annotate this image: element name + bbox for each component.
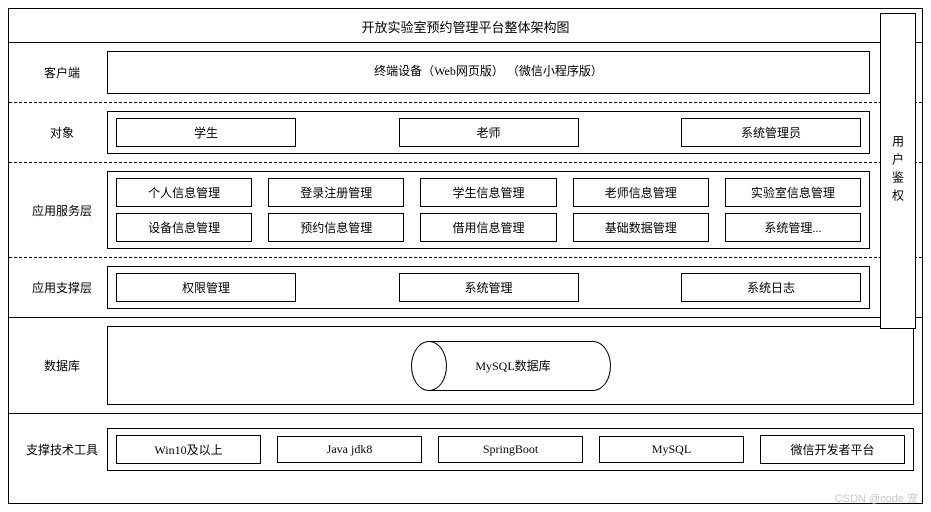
layer-label-service: 应用服务层 <box>17 171 107 249</box>
layer-label-database: 数据库 <box>17 357 107 374</box>
layer-label-client: 客户端 <box>17 51 107 94</box>
database-cylinder: MySQL数据库 <box>411 341 611 391</box>
object-item: 老师 <box>399 118 579 147</box>
support-item: 系统管理 <box>399 273 579 302</box>
service-item: 个人信息管理 <box>116 178 252 207</box>
client-box: 终端设备（Web网页版） （微信小程序版） <box>107 51 870 94</box>
cylinder-label: MySQL数据库 <box>429 341 611 391</box>
service-row1: 个人信息管理 登录注册管理 学生信息管理 老师信息管理 实验室信息管理 <box>116 178 861 207</box>
tech-row: Win10及以上 Java jdk8 SpringBoot MySQL 微信开发… <box>116 435 905 464</box>
support-item: 权限管理 <box>116 273 296 302</box>
tech-item: SpringBoot <box>438 436 583 463</box>
architecture-diagram: 开放实验室预约管理平台整体架构图 用户鉴权 客户端 终端设备（Web网页版） （… <box>8 8 923 504</box>
service-row2: 设备信息管理 预约信息管理 借用信息管理 基础数据管理 系统管理... <box>116 213 861 242</box>
object-item: 学生 <box>116 118 296 147</box>
layer-tech: 支撑技术工具 Win10及以上 Java jdk8 SpringBoot MyS… <box>9 414 922 485</box>
object-item: 系统管理员 <box>681 118 861 147</box>
auth-column: 用户鉴权 <box>880 13 916 329</box>
service-item: 借用信息管理 <box>420 213 556 242</box>
layer-label-support: 应用支撑层 <box>17 266 107 309</box>
tech-item: 微信开发者平台 <box>760 435 905 464</box>
object-row: 学生 老师 系统管理员 <box>116 118 861 147</box>
service-item: 学生信息管理 <box>420 178 556 207</box>
layer-label-tech: 支撑技术工具 <box>17 441 107 458</box>
service-item: 基础数据管理 <box>573 213 709 242</box>
service-item: 系统管理... <box>725 213 861 242</box>
tech-item: MySQL <box>599 436 744 463</box>
tech-body: Win10及以上 Java jdk8 SpringBoot MySQL 微信开发… <box>107 428 914 471</box>
tech-item: Win10及以上 <box>116 435 261 464</box>
layer-service: 应用服务层 个人信息管理 登录注册管理 学生信息管理 老师信息管理 实验室信息管… <box>9 163 922 258</box>
service-item: 实验室信息管理 <box>725 178 861 207</box>
object-body: 学生 老师 系统管理员 <box>107 111 870 154</box>
watermark: CSDN @code.宠 <box>835 490 918 506</box>
tech-item: Java jdk8 <box>277 436 422 463</box>
support-row: 权限管理 系统管理 系统日志 <box>116 273 861 302</box>
service-item: 登录注册管理 <box>268 178 404 207</box>
service-item: 预约信息管理 <box>268 213 404 242</box>
service-item: 老师信息管理 <box>573 178 709 207</box>
support-body: 权限管理 系统管理 系统日志 <box>107 266 870 309</box>
support-item: 系统日志 <box>681 273 861 302</box>
layer-client: 客户端 终端设备（Web网页版） （微信小程序版） <box>9 43 922 103</box>
layer-support: 应用支撑层 权限管理 系统管理 系统日志 <box>9 258 922 318</box>
layer-database: 数据库 MySQL数据库 <box>9 318 922 414</box>
service-body: 个人信息管理 登录注册管理 学生信息管理 老师信息管理 实验室信息管理 设备信息… <box>107 171 870 249</box>
diagram-title: 开放实验室预约管理平台整体架构图 <box>9 9 922 43</box>
database-body: MySQL数据库 <box>107 326 914 405</box>
service-item: 设备信息管理 <box>116 213 252 242</box>
layer-object: 对象 学生 老师 系统管理员 <box>9 103 922 163</box>
layer-label-object: 对象 <box>17 111 107 154</box>
cylinder-cap <box>411 341 447 391</box>
